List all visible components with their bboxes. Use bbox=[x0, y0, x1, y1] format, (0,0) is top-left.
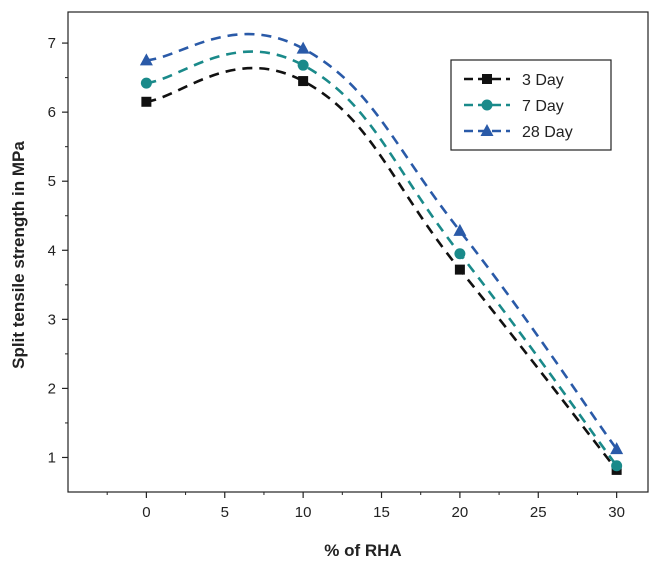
series-line bbox=[146, 32, 618, 450]
data-point bbox=[139, 53, 153, 66]
data-point bbox=[141, 96, 152, 107]
data-point bbox=[611, 460, 623, 472]
x-tick-label: 0 bbox=[142, 504, 150, 521]
data-point bbox=[298, 76, 309, 87]
y-tick-label: 7 bbox=[48, 35, 56, 52]
y-axis-title: Split tensile strength in MPa bbox=[9, 141, 28, 369]
y-axis: 1 2 3 4 5 6 7 bbox=[48, 35, 68, 466]
legend-label: 3 Day bbox=[522, 72, 564, 89]
data-point bbox=[297, 59, 309, 71]
series-7-day bbox=[140, 50, 623, 472]
data-point bbox=[610, 442, 624, 455]
x-axis: 0 5 10 15 20 25 30 bbox=[106, 492, 625, 521]
legend-item: 3 Day bbox=[464, 72, 564, 89]
y-tick-label: 2 bbox=[48, 380, 56, 397]
data-point bbox=[454, 264, 465, 275]
data-point bbox=[453, 223, 467, 236]
legend-item: 7 Day bbox=[464, 98, 564, 115]
data-point bbox=[296, 41, 310, 54]
x-tick-label: 15 bbox=[373, 504, 390, 521]
x-tick-label: 25 bbox=[530, 504, 547, 521]
y-tick-label: 5 bbox=[48, 173, 56, 190]
legend-box bbox=[450, 59, 612, 151]
legend-marker bbox=[481, 99, 493, 111]
x-tick-label: 30 bbox=[608, 504, 625, 521]
legend: 3 Day 7 Day 28 Day bbox=[450, 59, 612, 151]
x-tick-label: 20 bbox=[452, 504, 469, 521]
legend-label: 28 Day bbox=[522, 124, 573, 141]
legend-marker bbox=[480, 124, 494, 136]
plot-frame bbox=[67, 11, 649, 493]
legend-item: 28 Day bbox=[464, 124, 573, 141]
y-tick-label: 3 bbox=[48, 311, 56, 328]
x-axis-title: % of RHA bbox=[324, 541, 401, 560]
x-tick-label: 5 bbox=[221, 504, 229, 521]
y-tick-label: 1 bbox=[48, 449, 56, 466]
legend-label: 7 Day bbox=[522, 98, 564, 115]
series-line bbox=[146, 50, 618, 467]
legend-marker bbox=[482, 74, 492, 84]
series-28-day bbox=[139, 32, 624, 455]
data-point bbox=[140, 77, 152, 89]
series-layer bbox=[139, 32, 624, 475]
y-tick-label: 4 bbox=[48, 242, 56, 259]
series-line bbox=[146, 66, 618, 471]
x-tick-label: 10 bbox=[295, 504, 312, 521]
y-tick-label: 6 bbox=[48, 104, 56, 121]
data-point bbox=[454, 248, 466, 260]
